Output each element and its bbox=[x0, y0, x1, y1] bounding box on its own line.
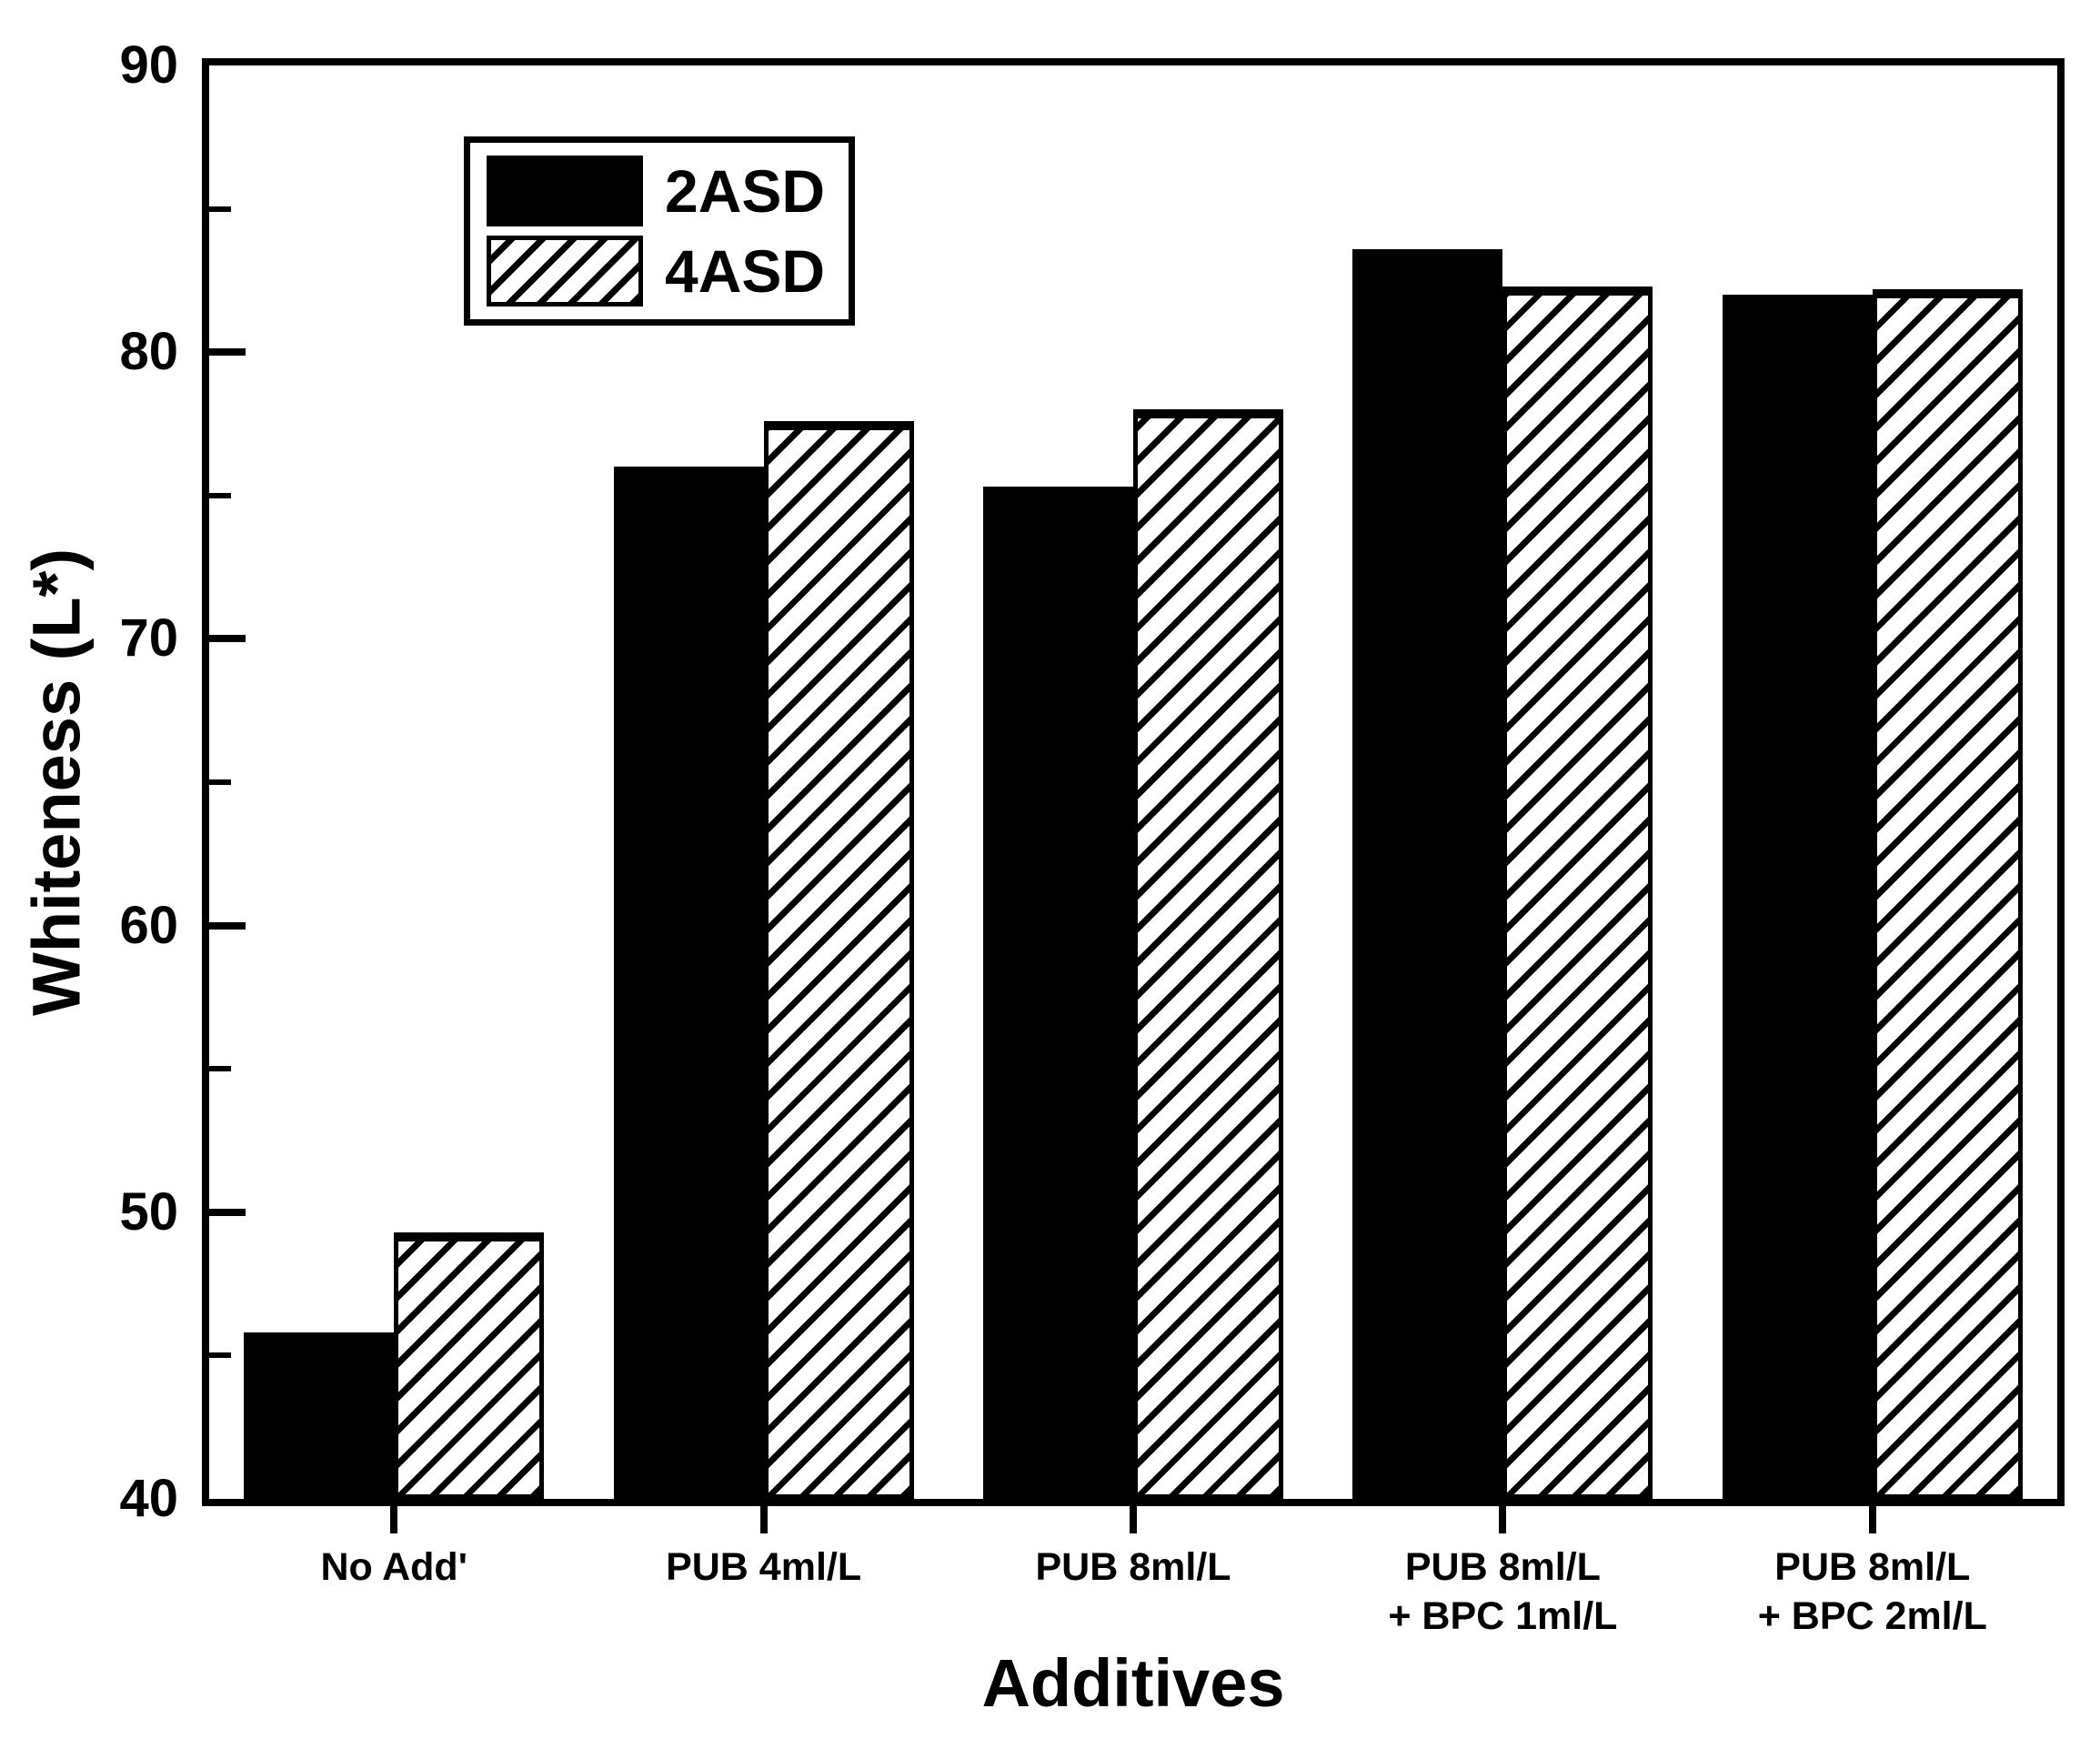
y-major-tick bbox=[209, 1208, 246, 1216]
bar-2asd-3 bbox=[983, 487, 1133, 1499]
y-tick-label: 80 bbox=[119, 322, 178, 382]
y-tick-label: 70 bbox=[119, 608, 178, 668]
x-tick bbox=[390, 1506, 398, 1533]
legend-label: 4ASD bbox=[665, 237, 826, 305]
x-category-label-line: PUB 8ml/L bbox=[1774, 1545, 1971, 1589]
bar-2asd-5 bbox=[1722, 295, 1873, 1499]
bar-2asd-1 bbox=[244, 1332, 395, 1499]
x-category-label-line: + BPC 1ml/L bbox=[1388, 1594, 1618, 1638]
legend-label: 2ASD bbox=[665, 157, 826, 225]
y-minor-tick bbox=[209, 206, 231, 212]
x-category-label: PUB 8ml/L bbox=[897, 1543, 1370, 1592]
y-minor-tick bbox=[209, 1352, 231, 1359]
y-tick-label: 50 bbox=[119, 1181, 178, 1241]
x-category-label: PUB 8ml/L + BPC 2ml/L bbox=[1636, 1543, 2100, 1641]
x-category-label-line: PUB 4ml/L bbox=[666, 1545, 862, 1589]
y-major-tick bbox=[209, 348, 246, 357]
x-category-label-line: + BPC 2ml/L bbox=[1757, 1594, 1987, 1638]
bar-4asd-3 bbox=[1133, 409, 1283, 1499]
x-category-label: PUB 8ml/L + BPC 1ml/L bbox=[1266, 1543, 1739, 1641]
legend-entry-2asd: 2ASD bbox=[487, 156, 825, 226]
y-tick-label: 90 bbox=[119, 35, 178, 95]
legend-entry-4asd: 4ASD bbox=[487, 236, 825, 307]
plot-area: 2ASD 4ASD bbox=[202, 58, 2065, 1506]
bar-4asd-4 bbox=[1502, 286, 1653, 1499]
bar-4asd-5 bbox=[1872, 288, 2023, 1499]
y-minor-tick bbox=[209, 492, 231, 498]
y-tick-label: 60 bbox=[119, 895, 178, 955]
bar-2asd-2 bbox=[613, 467, 764, 1499]
x-tick bbox=[759, 1506, 768, 1533]
bar-4asd-2 bbox=[763, 420, 914, 1499]
y-minor-tick bbox=[209, 1066, 231, 1072]
x-category-label-line: PUB 8ml/L bbox=[1035, 1545, 1231, 1589]
x-category-label: No Add' bbox=[157, 1543, 630, 1592]
y-minor-tick bbox=[209, 779, 231, 785]
x-tick bbox=[1868, 1506, 1876, 1533]
legend-swatch-hatch-icon bbox=[487, 236, 643, 307]
x-category-label-line: No Add' bbox=[320, 1545, 467, 1589]
legend: 2ASD 4ASD bbox=[464, 136, 856, 326]
x-tick bbox=[1499, 1506, 1507, 1533]
y-major-tick bbox=[209, 921, 246, 930]
y-major-tick bbox=[209, 635, 246, 643]
x-category-label: PUB 4ml/L bbox=[528, 1543, 1000, 1592]
legend-swatch-solid-icon bbox=[487, 156, 643, 226]
y-tick-label: 40 bbox=[119, 1469, 178, 1528]
x-category-label-line: PUB 8ml/L bbox=[1404, 1545, 1601, 1589]
x-tick bbox=[1130, 1506, 1137, 1533]
bar-4asd-1 bbox=[394, 1231, 545, 1499]
x-axis-title: Additives bbox=[981, 1645, 1285, 1721]
bar-2asd-4 bbox=[1352, 248, 1503, 1499]
